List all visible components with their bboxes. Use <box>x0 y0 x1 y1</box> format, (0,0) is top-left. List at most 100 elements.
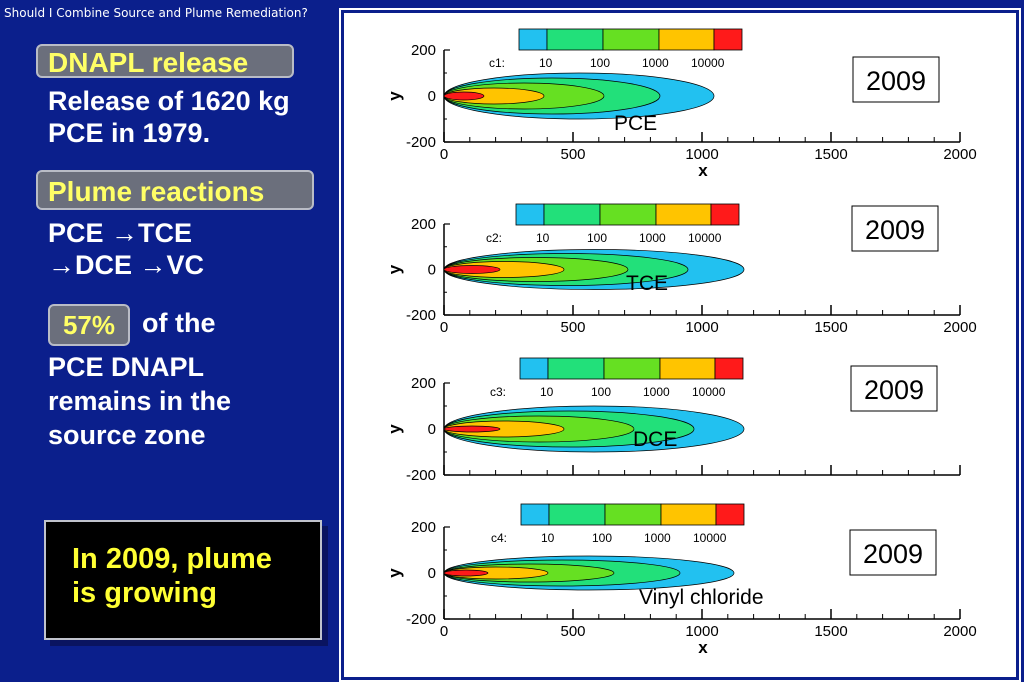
legend-tick-label: 10 <box>539 56 553 70</box>
legend-tick-label: 10 <box>540 385 554 399</box>
legend-tick-label: 10 <box>541 531 555 545</box>
legend-swatch <box>655 203 712 226</box>
plume-name-label: PCE <box>614 112 657 135</box>
x-axis-title: x <box>698 161 708 180</box>
remain-line-1: PCE DNAPL <box>48 352 205 382</box>
legend-swatch <box>715 503 745 526</box>
x-tick-label: 2000 <box>943 146 976 163</box>
legend-swatch <box>543 203 601 226</box>
x-tick-label: 1000 <box>685 319 718 336</box>
legend-swatch <box>602 28 660 51</box>
y-axis-title: y <box>385 264 404 274</box>
slide-header-title: Should I Combine Source and Plume Remedi… <box>4 6 308 20</box>
legend-swatch <box>714 357 744 380</box>
legend-tick-label: 10 <box>536 231 550 245</box>
y-tick-label: 200 <box>411 42 436 59</box>
percent-tag: 57% <box>48 304 130 346</box>
legend-tick-label: 1000 <box>644 531 671 545</box>
plume-contour <box>443 425 501 433</box>
callout-line-2: is growing <box>72 577 217 609</box>
x-tick-label: 1000 <box>685 146 718 163</box>
legend-tick-label: 100 <box>587 231 607 245</box>
y-tick-label: -200 <box>406 134 436 151</box>
year-box <box>852 56 940 103</box>
year-label: 2009 <box>863 539 923 569</box>
x-tick-label: 500 <box>560 319 585 336</box>
y-tick-label: 0 <box>428 262 436 279</box>
y-axis-title: y <box>385 568 404 578</box>
plume-name-label: Vinyl chloride <box>639 586 764 609</box>
callout-line-1: In 2009, plume <box>72 543 272 575</box>
year-box <box>849 529 937 576</box>
x-tick-label: 1500 <box>814 146 847 163</box>
legend-swatch <box>710 203 740 226</box>
y-tick-label: 200 <box>411 375 436 392</box>
legend-tick-label: 10000 <box>691 56 725 70</box>
percent-suffix: of the <box>142 308 216 338</box>
legend-swatch <box>546 28 604 51</box>
release-line-2: PCE in 1979. <box>48 118 211 148</box>
legend-tick-label: 1000 <box>643 385 670 399</box>
legend-swatch <box>603 357 661 380</box>
legend-swatch <box>713 28 743 51</box>
x-tick-label: 1500 <box>814 319 847 336</box>
legend-swatch <box>518 28 548 51</box>
remain-line-2: remains in the <box>48 386 232 416</box>
y-tick-label: -200 <box>406 307 436 324</box>
legend-swatch <box>660 503 717 526</box>
x-tick-label: 2000 <box>943 319 976 336</box>
y-tick-label: 0 <box>428 421 436 438</box>
legend-var-label: c3: <box>490 385 506 399</box>
dnapl-release-tag: DNAPL release <box>36 44 294 78</box>
plume-contour <box>443 91 485 101</box>
legend-tick-label: 1000 <box>639 231 666 245</box>
conclusion-callout: In 2009, plume is growing <box>44 520 322 640</box>
reaction-line-1: PCE →TCE <box>48 218 193 248</box>
legend-swatch <box>659 357 716 380</box>
callout-text: In 2009, plume is growing <box>72 542 272 610</box>
legend-tick-label: 100 <box>590 56 610 70</box>
x-tick-label: 0 <box>440 319 448 336</box>
x-tick-label: 500 <box>560 146 585 163</box>
y-axis-title: y <box>385 424 404 434</box>
legend-tick-label: 100 <box>592 531 612 545</box>
plume-contour <box>443 569 489 577</box>
y-tick-label: 0 <box>428 565 436 582</box>
y-tick-label: 200 <box>411 216 436 233</box>
y-tick-label: 0 <box>428 88 436 105</box>
legend-tick-label: 10000 <box>688 231 722 245</box>
release-line-1: Release of 1620 kg <box>48 86 290 116</box>
plume-contour <box>443 265 501 274</box>
x-tick-label: 0 <box>440 623 448 640</box>
x-tick-label: 500 <box>560 623 585 640</box>
legend-swatch <box>520 503 550 526</box>
y-tick-label: -200 <box>406 611 436 628</box>
legend-var-label: c1: <box>489 56 505 70</box>
x-tick-label: 0 <box>440 146 448 163</box>
plume-reactions-tag: Plume reactions <box>36 170 314 210</box>
legend-swatch <box>599 203 657 226</box>
legend-tick-label: 10000 <box>692 385 726 399</box>
y-tick-label: -200 <box>406 467 436 484</box>
legend-tick-label: 100 <box>591 385 611 399</box>
legend-swatch <box>658 28 715 51</box>
legend-swatch <box>547 357 605 380</box>
remain-line-3: source zone <box>48 420 206 450</box>
year-label: 2009 <box>865 215 925 245</box>
legend-tick-label: 1000 <box>642 56 669 70</box>
legend-var-label: c2: <box>486 231 502 245</box>
x-tick-label: 1000 <box>685 623 718 640</box>
legend-swatch <box>519 357 549 380</box>
y-tick-label: 200 <box>411 519 436 536</box>
legend-swatch <box>548 503 606 526</box>
year-label: 2009 <box>864 375 924 405</box>
year-box <box>851 205 939 252</box>
year-box <box>850 365 938 412</box>
reaction-line-2: →DCE →VC <box>48 250 205 280</box>
x-tick-label: 1500 <box>814 623 847 640</box>
x-axis-title: x <box>698 638 708 657</box>
x-tick-label: 2000 <box>943 623 976 640</box>
legend-swatch <box>604 503 662 526</box>
legend-swatch <box>515 203 545 226</box>
